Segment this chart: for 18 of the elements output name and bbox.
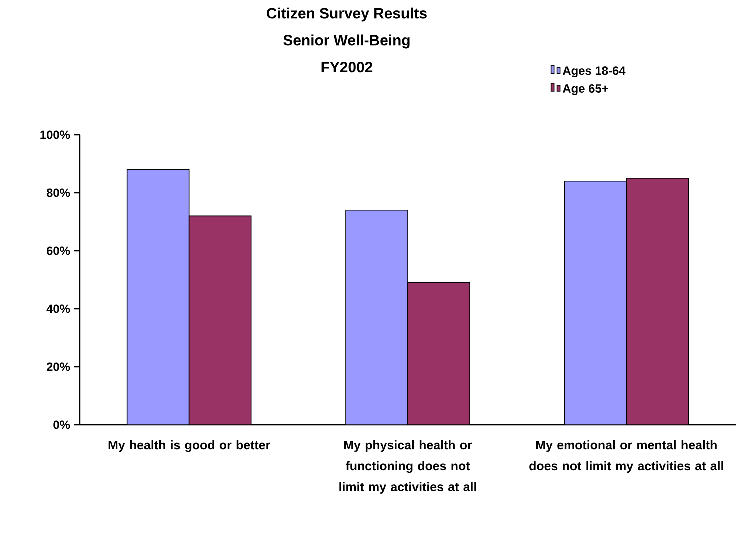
legend-label: Age 65+ [562,84,608,96]
y-tick-label: 60% [46,246,70,256]
y-tick-label: 40% [46,304,70,314]
x-tick-label: My health is good or better [108,440,270,452]
y-tick-label: 100% [40,130,70,140]
bar [408,282,470,425]
bar [188,216,252,425]
y-tick-label: 20% [46,362,70,372]
chart-title: Citizen Survey Results Senior Well-Being FY2002 [267,8,427,73]
x-tick-label: My emotional or mental health does not limit my activities at all [530,440,724,474]
bar [126,169,190,425]
bar [564,180,628,425]
y-tick-label: 80% [46,188,70,198]
legend-label: Ages 18-64 [562,66,626,78]
bar [626,178,690,425]
y-tick-label: 0% [54,420,70,430]
x-tick-label: My physical health or functioning does not limit my activities at all [340,440,476,494]
bar [346,210,408,425]
